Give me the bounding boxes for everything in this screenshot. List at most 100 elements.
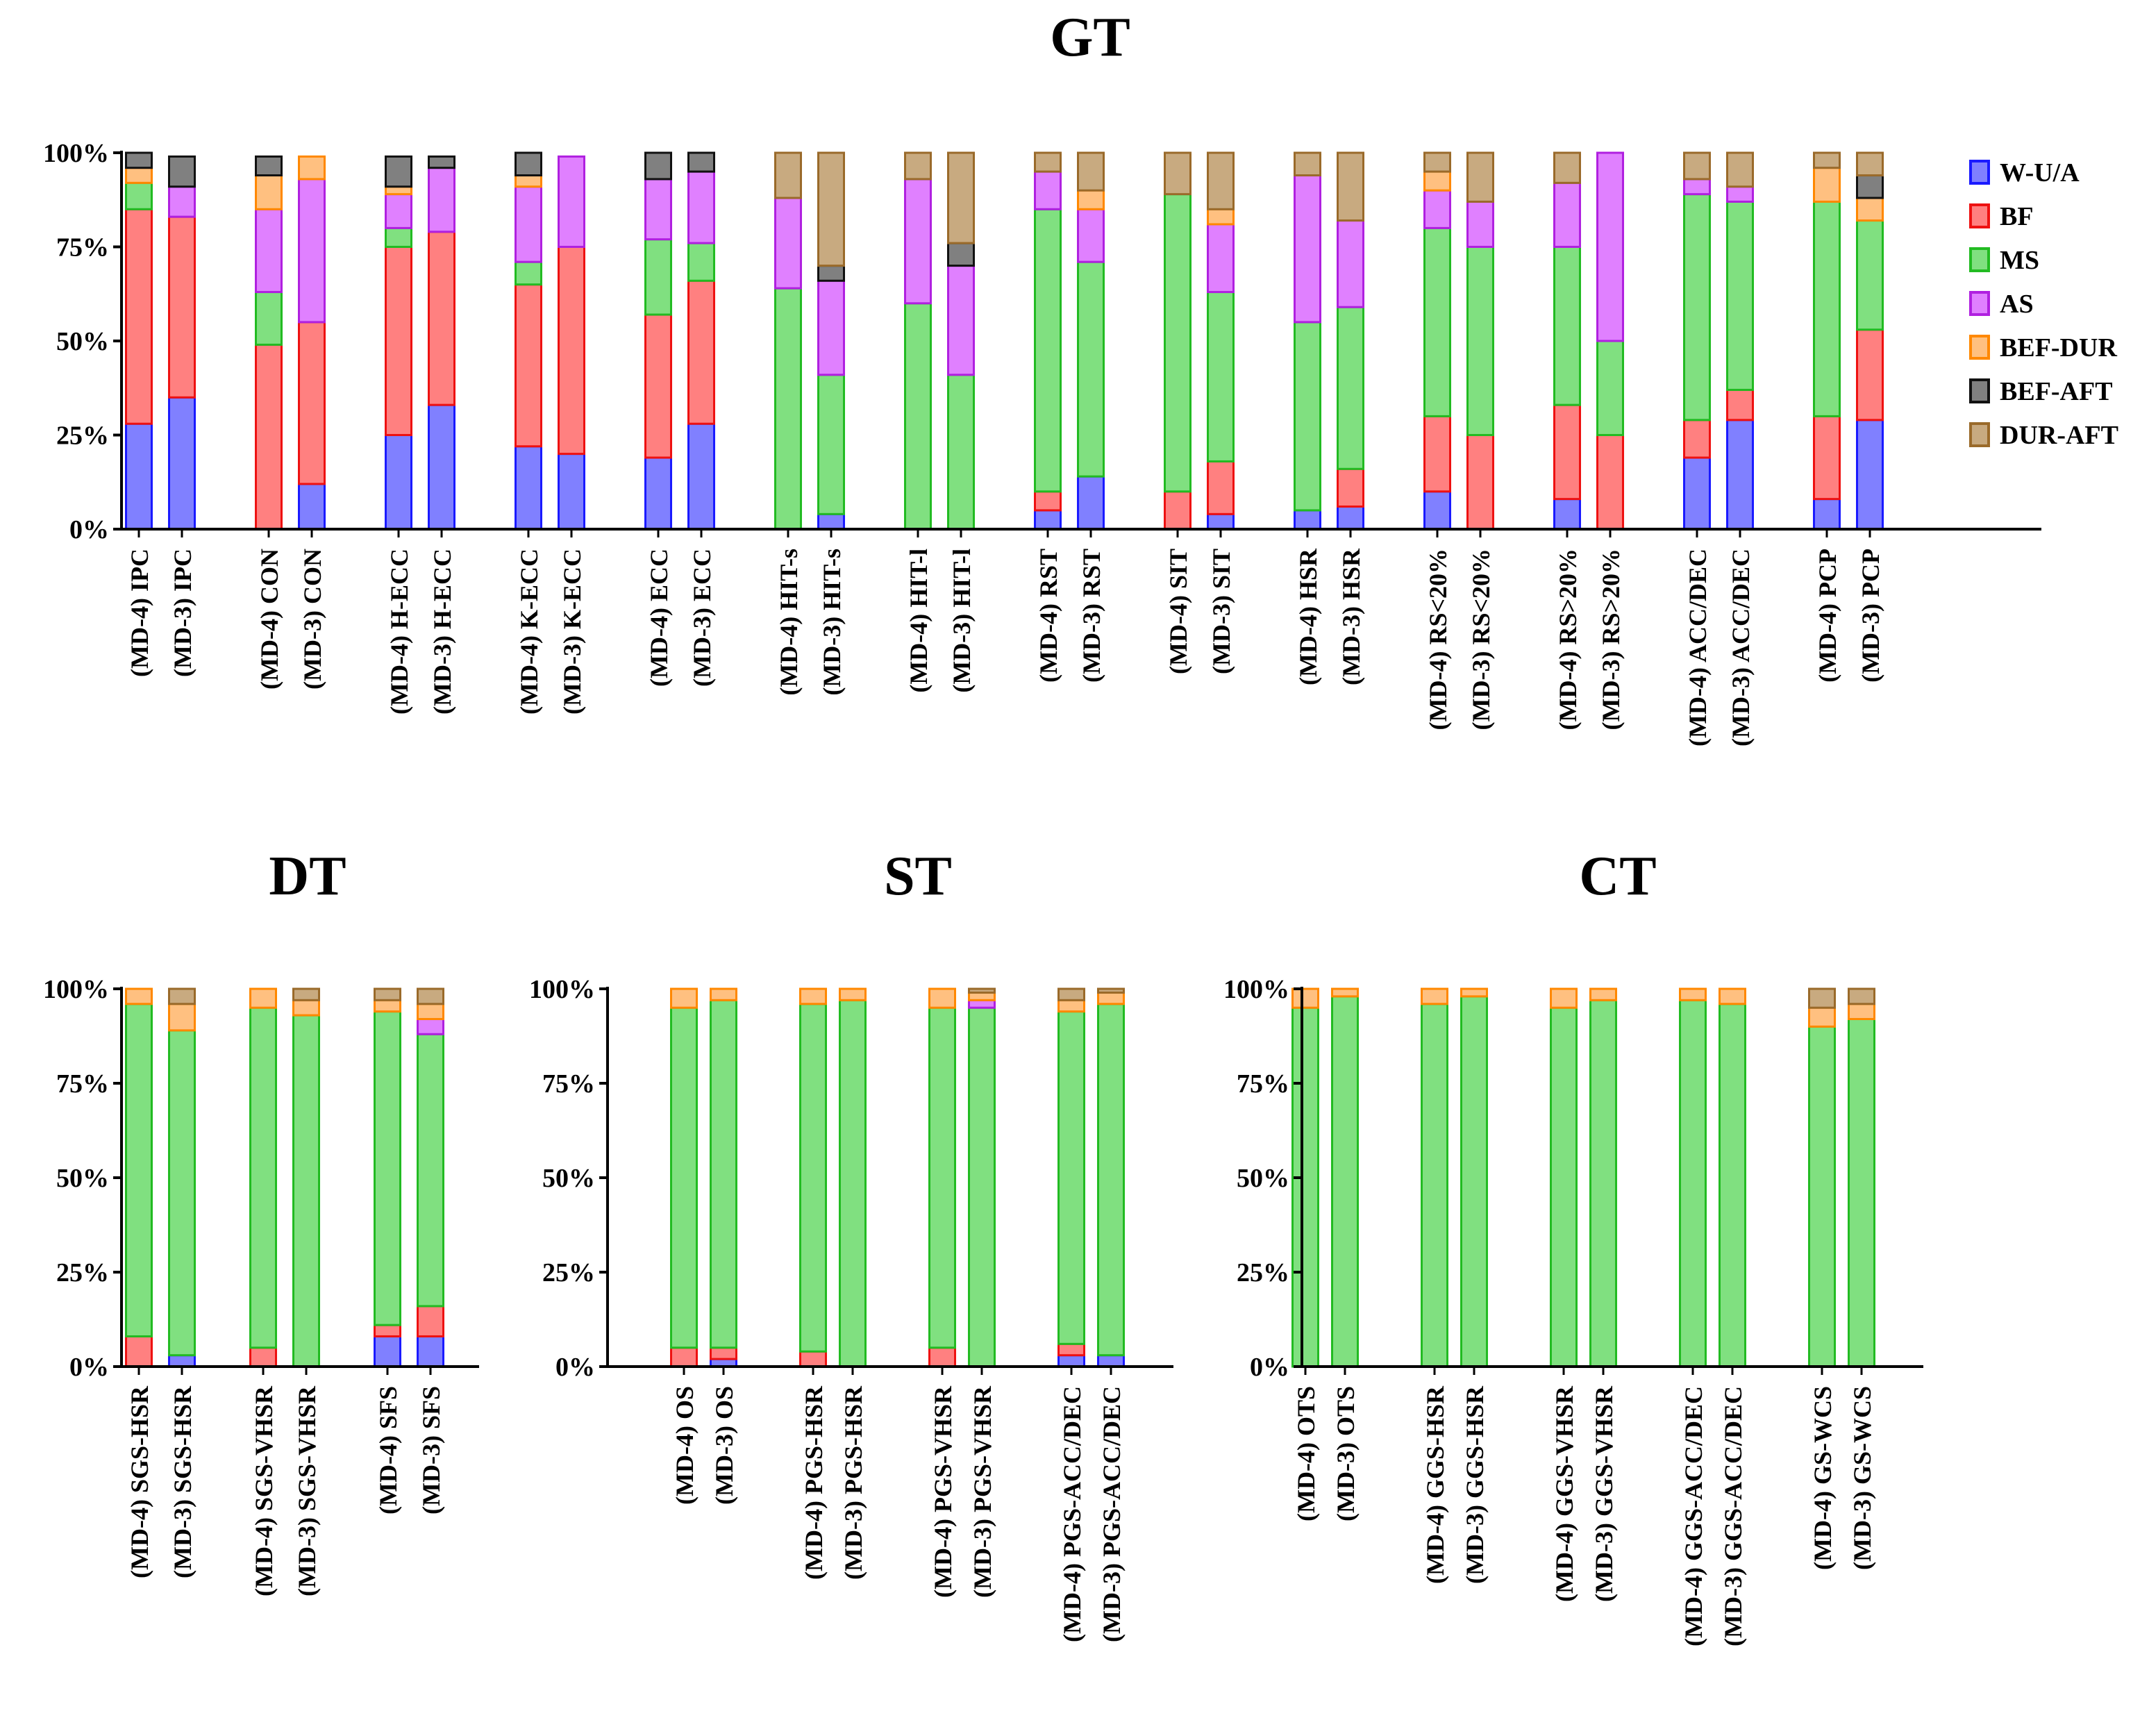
bar-segment-md-4-h-ecc-bef-dur [385, 185, 412, 196]
chart-title-st: ST [884, 846, 952, 907]
y-tick-label: 75% [56, 233, 109, 262]
bar-segment-md-3-rs-20-ms [1596, 340, 1624, 436]
bar-md-3-ipc [168, 155, 196, 531]
bar-segment-md-4-pgs-acc-dec-dur-aft [1057, 987, 1085, 1001]
bar-segment-md-4-ggs-acc-dec-ms [1679, 999, 1707, 1368]
bar-segment-md-3-hsr-dur-aft [1337, 151, 1364, 222]
x-tick-label: (MD-4) OS [671, 1386, 699, 1505]
bar-segment-md-4-hsr-w-u-a [1294, 509, 1321, 531]
bar-segment-md-3-sgs-hsr-bef-dur [168, 1003, 196, 1032]
x-tick-label: (MD-3) PCP [1857, 549, 1884, 683]
x-tick-label: (MD-3) HIT-s [818, 549, 846, 696]
bar-segment-md-3-con-bf [298, 321, 326, 485]
bar-segment-md-4-pgs-vhsr-bf [928, 1346, 956, 1368]
bar-segment-md-3-pgs-acc-dec-bef-dur [1097, 991, 1125, 1005]
bar-segment-md-4-ggs-vhsr-bef-dur [1550, 987, 1578, 1009]
bar-segment-md-4-ggs-hsr-ms [1421, 1003, 1448, 1368]
x-tick-label: (MD-3) ACC/DEC [1727, 549, 1755, 746]
chart-panel-dt: DT (MD-4) SGS-HSR (MD-3) SGS-HSR (MD-4) SGS… [43, 846, 479, 1596]
x-tick-label: (MD-4) RS<20% [1424, 549, 1452, 730]
bar-segment-md-4-rst-w-u-a [1034, 509, 1062, 531]
bar-segment-md-4-sgs-vhsr-bef-dur [249, 987, 277, 1009]
bar-segment-md-4-hsr-ms [1294, 321, 1321, 512]
bar-segment-md-4-ecc-as [644, 178, 672, 241]
bar-segment-md-4-rs-20-as [1553, 181, 1581, 248]
legend-swatch-bf [1969, 203, 1990, 228]
bar-segment-md-3-hit-s-bef-aft [817, 265, 845, 282]
bar-segment-md-3-pcp-dur-aft [1856, 151, 1884, 177]
x-tick-label: (MD-3) SGS-HSR [169, 1385, 196, 1578]
bar-md-3-ecc [687, 151, 715, 531]
bar-md-3-gs-wcs [1848, 987, 1875, 1368]
bar-segment-md-4-k-ecc-bf [515, 283, 542, 448]
x-tick-label: (MD-4) ECC [645, 549, 673, 687]
bar-segment-md-3-sfs-ms [417, 1033, 444, 1308]
bar-segment-md-3-acc-dec-as [1726, 185, 1754, 203]
legend-swatch-dur-aft [1969, 422, 1990, 447]
bar-segment-md-4-h-ecc-as [385, 193, 412, 229]
bar-segment-md-4-ecc-w-u-a [644, 456, 672, 531]
bar-segment-md-4-rs-20-ms [1423, 226, 1451, 417]
x-tick-label: (MD-3) RS<20% [1467, 549, 1495, 730]
y-tick-label: 100% [43, 975, 109, 1004]
bar-md-3-k-ecc [558, 155, 585, 531]
x-tick-label: (MD-3) HIT-l [948, 549, 976, 693]
bar-segment-md-4-ecc-bef-aft [644, 151, 672, 181]
x-tick-label: (MD-4) RS>20% [1554, 549, 1582, 730]
bar-segment-md-3-sgs-vhsr-dur-aft [292, 987, 320, 1001]
bar-segment-md-4-pcp-bef-dur [1813, 167, 1841, 203]
bar-segment-md-3-rs-20-bf [1466, 434, 1494, 531]
bar-segment-md-3-k-ecc-as [558, 155, 585, 248]
bar-md-4-rst [1034, 151, 1062, 531]
bar-segment-md-3-sgs-vhsr-bef-dur [292, 999, 320, 1017]
bar-segment-md-3-pcp-bef-dur [1856, 197, 1884, 222]
bar-segment-md-4-k-ecc-as [515, 185, 542, 263]
bar-md-4-h-ecc [385, 155, 412, 531]
x-tick-label: (MD-4) GGS-VHSR [1550, 1385, 1578, 1602]
bar-segment-md-3-hit-s-w-u-a [817, 512, 845, 531]
bar-segment-md-3-ecc-as [687, 170, 715, 244]
x-tick-label: (MD-4) RST [1035, 549, 1062, 683]
x-tick-label: (MD-3) HSR [1337, 548, 1365, 685]
chart-title-ct: CT [1579, 846, 1656, 907]
bar-segment-md-4-os-bf [670, 1346, 698, 1368]
bar-segment-md-3-hit-l-bef-aft [947, 242, 975, 267]
bar-segment-md-3-pgs-vhsr-dur-aft [968, 987, 996, 994]
x-tick-label: (MD-3) PGS-ACC/DEC [1098, 1386, 1126, 1642]
bar-md-4-gs-wcs [1808, 987, 1836, 1368]
chart-panel-gt: GT (MD-4) IPC (MD-3) IPC (MD-4) CON (MD-3) C… [43, 7, 2118, 746]
bar-segment-md-3-ipc-as [168, 185, 196, 218]
bar-segment-md-3-hit-s-as [817, 279, 845, 376]
y-tick-label: 100% [529, 975, 595, 1004]
bar-segment-md-3-pgs-acc-dec-ms [1097, 1003, 1125, 1357]
x-tick-label: (MD-3) OTS [1332, 1386, 1360, 1521]
bar-segment-md-4-k-ecc-ms [515, 260, 542, 286]
x-tick-label: (MD-4) GGS-ACC/DEC [1680, 1386, 1707, 1646]
bar-segment-md-4-pcp-w-u-a [1813, 498, 1841, 531]
legend-swatch-bef-aft [1969, 378, 1990, 403]
bar-segment-md-3-con-bef-dur [298, 155, 326, 181]
bar-segment-md-4-gs-wcs-dur-aft [1808, 987, 1836, 1009]
x-tick-label: (MD-3) GS-WCS [1848, 1386, 1876, 1570]
x-tick-label: (MD-3) GGS-ACC/DEC [1719, 1386, 1747, 1646]
bar-segment-md-4-ipc-w-u-a [125, 422, 153, 531]
chart-panel-st: ST (MD-4) OS (MD-3) OS (MD-4) PGS-HSR (MD-3)… [529, 846, 1173, 1642]
bar-segment-md-3-rs-20-as [1466, 200, 1494, 248]
bar-segment-md-3-pcp-ms [1856, 219, 1884, 331]
bar-md-3-rst [1077, 151, 1105, 531]
bar-segment-md-4-hsr-as [1294, 174, 1321, 324]
bar-segment-md-4-sgs-hsr-bef-dur [125, 987, 153, 1005]
bar-segment-md-3-hsr-bf [1337, 467, 1364, 508]
bar-segment-md-3-hit-s-dur-aft [817, 151, 845, 267]
bar-md-4-pgs-hsr [799, 987, 827, 1368]
bar-segment-md-4-rst-bf [1034, 490, 1062, 512]
bar-segment-md-3-os-ms [710, 999, 737, 1349]
y-tick-label: 0% [555, 1353, 595, 1382]
x-tick-label: (MD-4) PCP [1814, 549, 1841, 683]
bar-segment-md-4-acc-dec-bf [1683, 419, 1711, 459]
bar-segment-md-3-rst-bef-dur [1077, 189, 1105, 210]
x-tick-label: (MD-3) GGS-HSR [1461, 1385, 1489, 1584]
bar-segment-md-4-rs-20-ms [1553, 246, 1581, 406]
bar-segment-md-3-pgs-acc-dec-w-u-a [1097, 1354, 1125, 1368]
bar-segment-md-4-gs-wcs-bef-dur [1808, 1006, 1836, 1028]
